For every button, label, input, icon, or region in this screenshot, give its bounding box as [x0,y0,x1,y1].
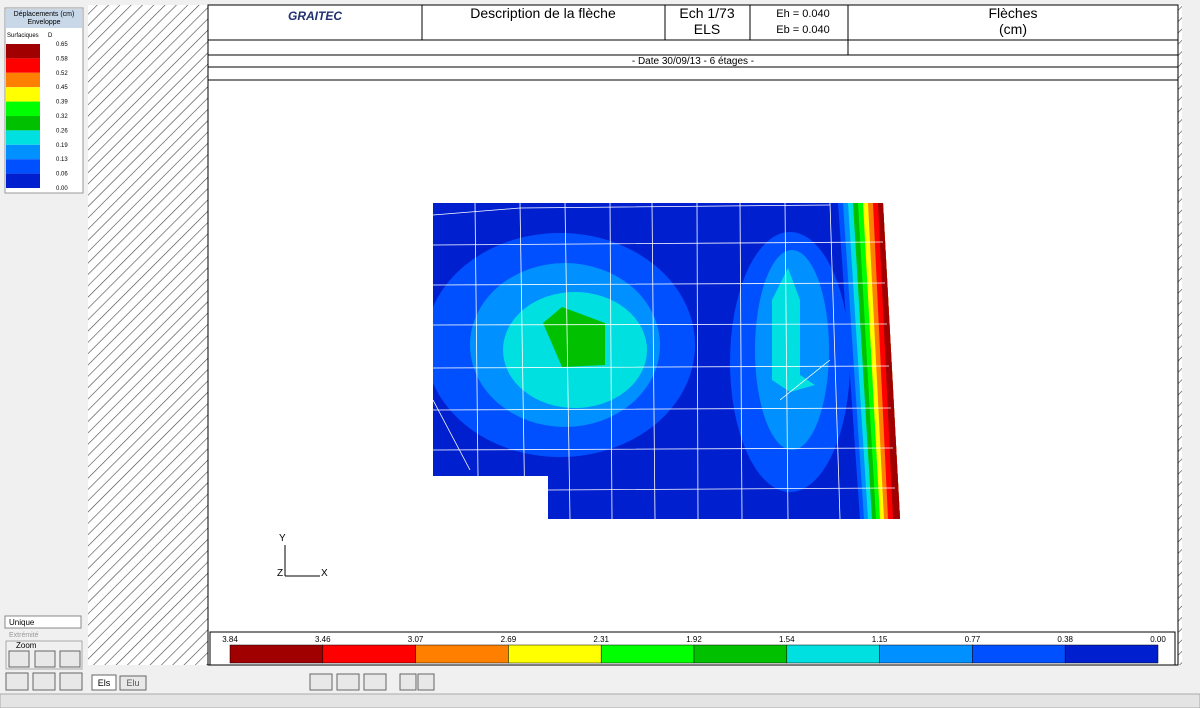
eh: Eh = 0.040 [776,8,830,20]
axis-triad [284,545,320,577]
legend-title: Déplacements (cm) [14,11,75,18]
colorbar-swatch [786,644,880,664]
legend-value: 0.19 [56,143,68,149]
colorbar-swatch [879,644,973,664]
legend-swatch [6,101,40,116]
legend-swatch [6,116,40,131]
legend-swatch [6,58,40,73]
legend-value: 0.65 [56,42,68,48]
tool-brackets[interactable] [336,673,360,691]
legend-value: 0.39 [56,100,68,106]
axis-z: Z [277,568,283,579]
logo: GRAITEC [288,9,342,23]
description: Description de la flèche [470,5,616,21]
elu-tab[interactable] [119,675,147,691]
colorbar-value: 2.69 [501,635,517,644]
tool-3[interactable] [59,672,83,691]
legend-swatch [6,72,40,88]
colorbar-swatch [229,644,324,664]
zoom-group [5,640,83,670]
colorbar-value: 1.15 [872,635,888,644]
legend-swatch [6,87,40,102]
colorbar-swatch [600,644,695,664]
legend-value: 0.00 [56,186,68,192]
result: Flèches [988,5,1037,21]
date: - Date 30/09/13 - 6 étages - [632,56,754,67]
colorbar-swatch [1064,644,1159,664]
elu-label: Elu [126,678,139,688]
status-bar [0,693,1200,708]
legend-header-left: Surfaciques [7,33,39,39]
legend-value: 0.52 [56,71,68,77]
mode-text: Unique [9,618,35,627]
legend-value: 0.26 [56,128,68,134]
zoom-label: Zoom [16,641,37,650]
unit: (cm) [999,21,1027,37]
colorbar-swatch [415,644,509,664]
colorbar-value: 3.07 [408,635,424,644]
els-label: Els [98,678,111,688]
tool-tiles[interactable] [417,673,435,691]
colorbar-value: 0.38 [1057,635,1073,644]
colorbar-value: 1.92 [686,635,702,644]
legend-swatch [6,130,40,145]
legend-subtitle: Enveloppe [27,19,60,26]
legend-value: 0.58 [56,56,68,62]
tool-1[interactable] [5,672,29,691]
colorbar-swatch [322,644,416,664]
colorbar-value: 0.77 [965,635,981,644]
contour-plot [433,203,900,519]
zoom-out[interactable] [59,650,81,668]
legend-header [6,9,82,28]
colorbar-swatch [972,644,1066,664]
colorbar-value: 0.00 [1150,635,1166,644]
axis-x: X [321,568,328,579]
legend-value: 0.45 [56,85,68,91]
legend-swatch [6,173,40,188]
hatch-right [1178,5,1182,665]
legend-header-right: D [48,33,53,39]
zoom-fit[interactable] [34,650,56,668]
colorbar-swatch [693,644,788,664]
eb: Eb = 0.040 [776,24,830,36]
state: ELS [694,21,720,37]
tool-2[interactable] [32,672,56,691]
extremity: Extrémité [9,632,39,639]
tool-graph[interactable] [309,673,333,691]
colorbar-value: 1.54 [779,635,795,644]
legend-swatch [6,44,40,59]
tool-window[interactable] [399,673,417,691]
els-tab[interactable] [91,674,117,691]
colorbar-value: 3.84 [222,635,238,644]
legend-swatch [6,144,40,160]
colorbar-swatch [508,644,602,664]
legend-value: 0.06 [56,172,68,178]
colorbar-value: 3.46 [315,635,331,644]
legend-value: 0.13 [56,157,68,163]
colorbar-value: 2.31 [593,635,609,644]
header-grid [208,5,1178,81]
scale: Ech 1/73 [679,5,734,21]
legend-value: 0.32 [56,114,68,120]
zoom-in[interactable] [8,650,30,668]
tool-colors[interactable] [363,673,387,691]
mode-field[interactable] [4,615,82,629]
legend-swatch [6,159,40,174]
hatch-left [88,5,208,665]
axis-y: Y [279,533,286,544]
